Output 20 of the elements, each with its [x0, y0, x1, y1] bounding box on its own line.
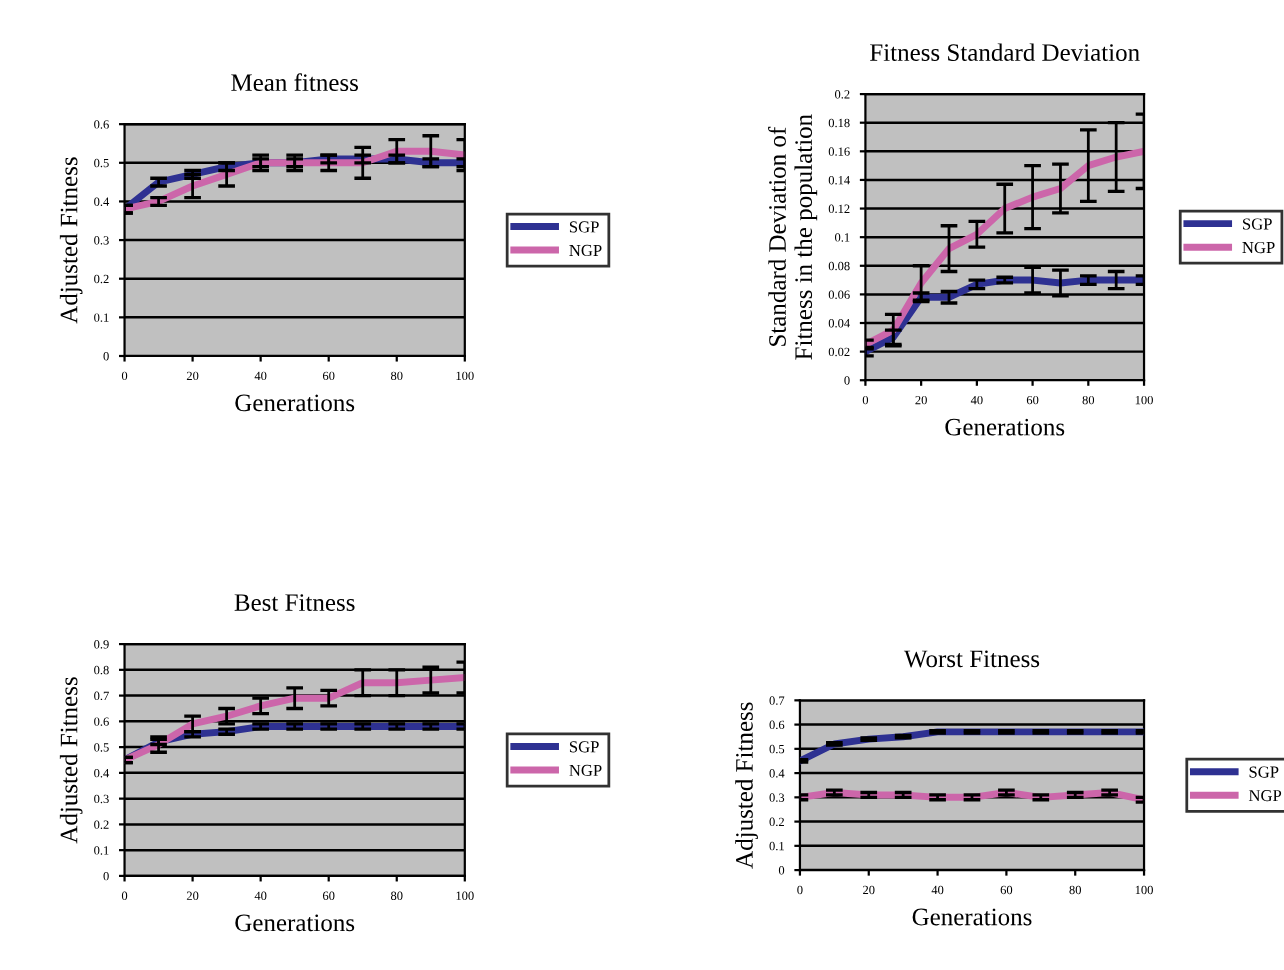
- chart-title: Worst Fitness: [903, 650, 1040, 668]
- chart-title: Best Fitness: [234, 594, 355, 611]
- y-axis-title: Standard Deviation of Fitness in the population: [768, 114, 818, 360]
- legend-label: SGP: [1243, 218, 1272, 230]
- chart-title: Mean fitness: [231, 73, 358, 92]
- x-axis-title: Generations: [945, 418, 1065, 436]
- y-axis-title: Adjusted Fitness: [735, 702, 758, 869]
- x-axis-title: Generations: [235, 914, 355, 932]
- y-axis-title: Adjusted Fitness: [59, 677, 83, 844]
- legend-label: NGP: [569, 764, 602, 776]
- legend-label: NGP: [569, 244, 602, 257]
- legend-label: NGP: [1242, 241, 1275, 254]
- legend-label: SGP: [569, 221, 599, 233]
- x-axis-title: Generations: [235, 394, 355, 412]
- legend-label: SGP: [569, 741, 599, 753]
- legend-label: NGP: [1248, 790, 1282, 802]
- legend-label: SGP: [1249, 766, 1279, 778]
- chart-title: Fitness Standard Deviation: [870, 43, 1140, 61]
- y-axis-title: Adjusted Fitness: [59, 157, 83, 324]
- x-axis-title: Generations: [912, 908, 1032, 926]
